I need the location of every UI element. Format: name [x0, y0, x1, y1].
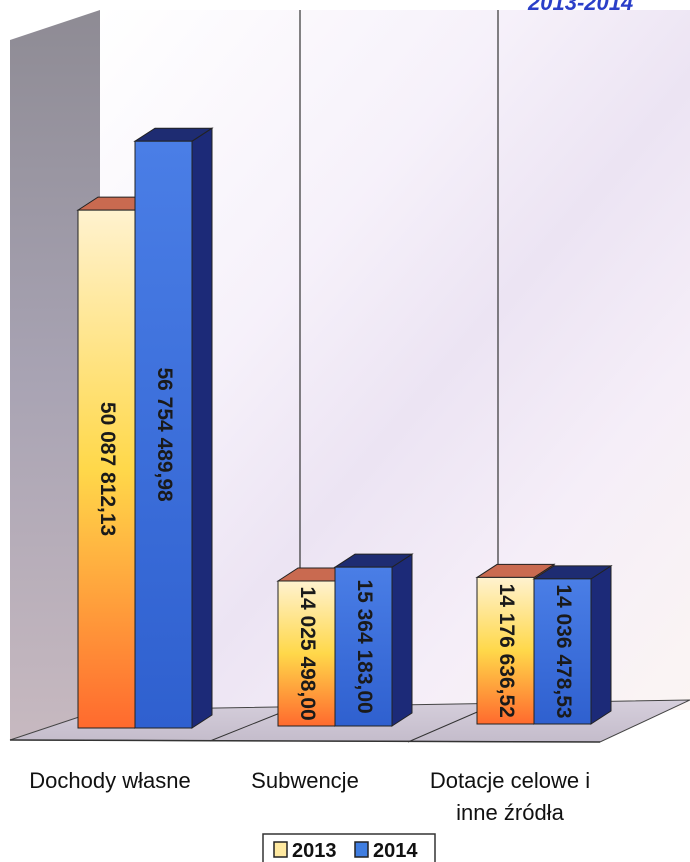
- bar-front-face: [277, 580, 336, 727]
- bar-front-face: [533, 578, 592, 725]
- bar-side-face: [391, 553, 413, 727]
- legend-box: [262, 833, 436, 862]
- legend-label-2013: 2013: [292, 840, 337, 862]
- legend-label-2014: 2014: [373, 840, 418, 862]
- chart-title-fragment: 2013-2014: [527, 0, 633, 15]
- bar-value-label: 14 025 498,00: [296, 586, 319, 720]
- legend-swatch-2013: [273, 841, 288, 858]
- bar-2014-1: 15 364 183,00: [333, 553, 414, 727]
- bar-side-face: [590, 564, 612, 725]
- chart-floor-front-edge: [9, 739, 601, 743]
- bar-front-face: [334, 566, 393, 727]
- bar-value-label: 14 176 636,52: [495, 584, 518, 718]
- legend-swatch-2014: [354, 841, 369, 858]
- category-label: Subwencje: [251, 768, 359, 793]
- category-label: Dotacje celowe i: [430, 768, 590, 793]
- bar-value-label: 50 087 812,13: [96, 402, 119, 536]
- chart-back-wall: [100, 10, 690, 710]
- bar-front-face: [476, 576, 535, 725]
- category-label: Dochody własne: [29, 768, 190, 793]
- bar-2014-2: 14 036 478,53: [532, 564, 613, 725]
- category-label: inne źródła: [456, 800, 564, 825]
- bar-2014-0: 56 754 489,98: [133, 127, 214, 729]
- bar-value-label: 14 036 478,53: [552, 584, 575, 718]
- category-labels: Dochody własne Subwencje Dotacje celowe i i…: [29, 768, 590, 825]
- bar-value-label: 15 364 183,00: [353, 579, 376, 713]
- bars-layer: 50 087 812,13 56 754 489,98 14 025 498,00 1…: [76, 127, 613, 729]
- bar-front-face: [134, 140, 193, 729]
- bar-value-label: 56 754 489,98: [153, 367, 176, 502]
- bar-front-face: [77, 209, 136, 729]
- legend: 2013 2014: [262, 833, 436, 862]
- bar-side-face: [191, 127, 213, 729]
